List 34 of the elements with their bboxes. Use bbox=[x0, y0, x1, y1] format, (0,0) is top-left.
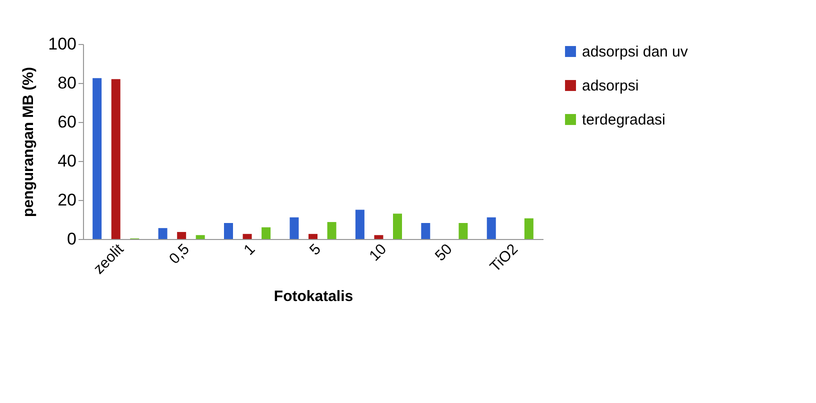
bar bbox=[327, 222, 336, 239]
y-tick-label: 40 bbox=[58, 152, 76, 170]
bar bbox=[421, 223, 430, 239]
y-tick-label: 0 bbox=[67, 230, 76, 248]
y-tick-label: 100 bbox=[48, 34, 76, 54]
x-tick-label: 50 bbox=[432, 240, 456, 265]
legend-label: adsorpsi bbox=[582, 78, 639, 94]
y-tick-label: 80 bbox=[58, 74, 76, 92]
x-tick-label: 0,5 bbox=[166, 240, 193, 268]
x-axis-title: Fotokatalis bbox=[274, 288, 354, 305]
legend-label: terdegradasi bbox=[582, 112, 666, 128]
bar bbox=[374, 235, 384, 239]
bar bbox=[111, 79, 120, 239]
y-tick-label: 60 bbox=[58, 112, 76, 132]
bar bbox=[308, 234, 318, 239]
bar bbox=[524, 218, 534, 239]
bar bbox=[355, 210, 364, 239]
bar bbox=[262, 227, 271, 239]
bar bbox=[92, 78, 102, 239]
bar bbox=[158, 228, 168, 239]
bar bbox=[486, 217, 496, 239]
x-tick-label: 5 bbox=[306, 240, 324, 259]
bar bbox=[458, 223, 468, 239]
x-tick-label: 10 bbox=[366, 240, 390, 265]
y-tick-label: 20 bbox=[58, 190, 76, 210]
bar bbox=[177, 232, 186, 239]
bar bbox=[290, 217, 299, 239]
bar bbox=[242, 234, 252, 239]
legend-label: adsorpsi dan uv bbox=[582, 44, 688, 60]
x-tick-label: 1 bbox=[240, 240, 259, 259]
bar bbox=[224, 223, 234, 239]
bar bbox=[196, 235, 205, 239]
y-axis-title: pengurangan MB (%) bbox=[20, 67, 38, 217]
bar bbox=[392, 214, 402, 239]
